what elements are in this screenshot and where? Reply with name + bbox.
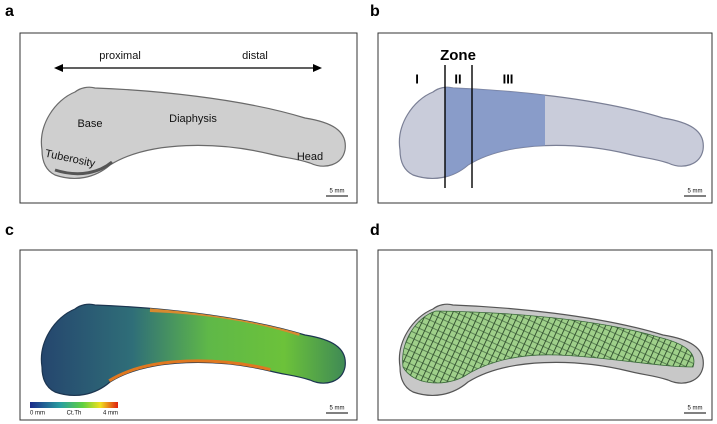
panel-letter: b	[370, 3, 380, 20]
colorbar-label: Ct.Th	[67, 411, 82, 417]
label: proximal	[99, 50, 141, 62]
zone-title: Zone	[440, 47, 476, 64]
zone-label: III	[503, 71, 514, 86]
zone-label: II	[454, 71, 461, 86]
panel-letter: d	[370, 222, 380, 239]
colorbar	[30, 402, 118, 408]
arrow-head	[313, 64, 322, 72]
bone-shadow	[54, 160, 113, 176]
label: Diaphysis	[169, 113, 217, 125]
scale-label: 5 mm	[330, 189, 345, 195]
colorbar-label: 4 mm	[103, 411, 118, 417]
label: distal	[242, 50, 268, 62]
label: Base	[77, 118, 102, 130]
arrow-head	[54, 64, 63, 72]
panel-d: 5 mm	[398, 303, 706, 414]
panel-letter: a	[5, 3, 14, 20]
panel-a: proximal distal Base Diaphysis Tuberosit…	[40, 50, 348, 197]
trabecular-region	[402, 310, 695, 384]
scale-label: 5 mm	[688, 189, 703, 195]
label: Head	[297, 151, 323, 163]
zone-label: I	[415, 71, 419, 86]
scale-label: 5 mm	[330, 406, 345, 412]
scale-label: 5 mm	[688, 406, 703, 412]
panel-letter: c	[5, 222, 14, 239]
colorbar-label: 0 mm	[30, 411, 45, 417]
